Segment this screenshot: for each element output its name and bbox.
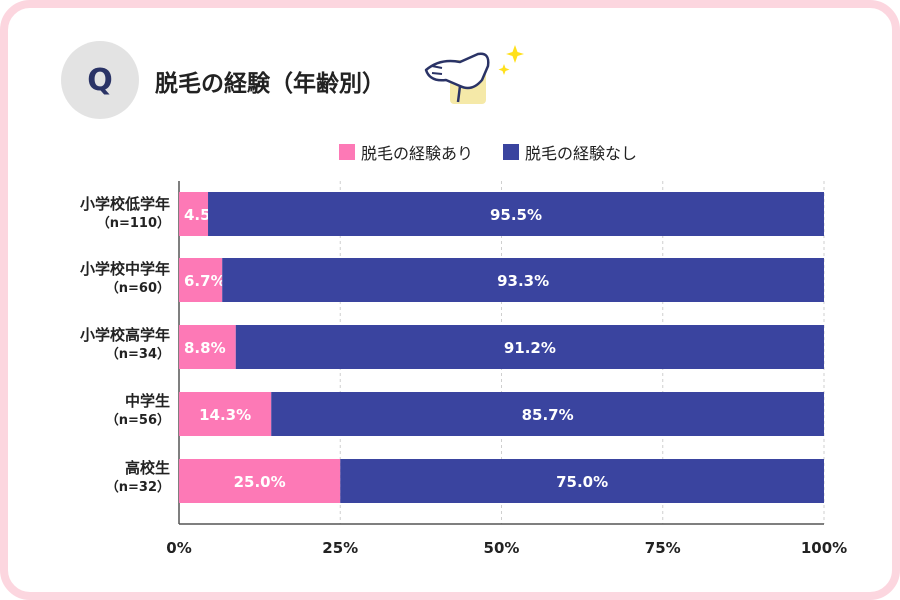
bar-not-experienced — [271, 392, 824, 436]
category-label: 小学校低学年 （n=110） — [10, 194, 170, 234]
data-label-not-experienced: 75.0% — [556, 473, 608, 491]
legend-item-not-experienced: 脱毛の経験なし — [503, 140, 637, 164]
bar-experienced — [179, 392, 272, 436]
legend-swatch-not-experienced — [503, 144, 519, 160]
legend-swatch-experienced — [338, 144, 355, 160]
x-tick-label: 0% — [166, 539, 191, 557]
legend: 脱毛の経験あり 脱毛の経験なし — [0, 140, 900, 164]
bar-experienced — [179, 325, 236, 369]
data-label-experienced: 8.8% — [184, 339, 226, 357]
data-label-not-experienced: 95.5% — [490, 206, 542, 224]
category-label: 小学校高学年 （n=34） — [10, 325, 170, 365]
sample-size: （n=34） — [105, 347, 170, 362]
legend-label-not-experienced: 脱毛の経験なし — [525, 144, 638, 163]
chart-title: 脱毛の経験（年齢別） — [155, 71, 385, 97]
data-label-not-experienced: 91.2% — [504, 339, 556, 357]
data-label-not-experienced: 93.3% — [497, 272, 549, 290]
category-name: 中学生 — [124, 392, 170, 410]
category-label: 小学校中学年 （n=60） — [10, 259, 170, 299]
x-tick-label: 75% — [645, 539, 681, 557]
sample-size: （n=32） — [105, 480, 170, 495]
bar-not-experienced — [208, 192, 824, 236]
category-name: 小学校中学年 — [79, 260, 170, 278]
bar-not-experienced — [340, 459, 824, 503]
bar-experienced — [179, 192, 209, 236]
category-name: 小学校高学年 — [79, 326, 170, 344]
bar-experienced — [179, 258, 223, 302]
bar-not-experienced — [235, 325, 824, 369]
sample-size: （n=56） — [105, 413, 170, 428]
category-name: 高校生 — [124, 459, 170, 477]
data-label-experienced: 6.7% — [184, 272, 226, 290]
category-label: 中学生 （n=56） — [10, 391, 170, 431]
legend-label-experienced: 脱毛の経験あり — [360, 144, 473, 163]
sample-size: （n=110） — [96, 216, 170, 231]
x-tick-label: 50% — [484, 539, 520, 557]
question-letter: Q — [87, 62, 113, 98]
x-tick-label: 25% — [322, 539, 358, 557]
x-tick-label: 100% — [801, 539, 847, 557]
category-name: 小学校低学年 — [79, 195, 170, 213]
sample-size: （n=60） — [105, 281, 170, 296]
bar-not-experienced — [222, 258, 825, 302]
arm-sparkle-illustration-icon — [424, 45, 524, 104]
question-badge: Q — [61, 41, 139, 119]
data-label-not-experienced: 85.7% — [522, 406, 574, 424]
category-label: 高校生 （n=32） — [10, 458, 170, 498]
legend-item-experienced: 脱毛の経験あり — [263, 140, 473, 164]
bar-experienced — [179, 459, 341, 503]
data-label-experienced: 25.0% — [234, 473, 286, 491]
data-label-experienced: 14.3% — [199, 406, 251, 424]
